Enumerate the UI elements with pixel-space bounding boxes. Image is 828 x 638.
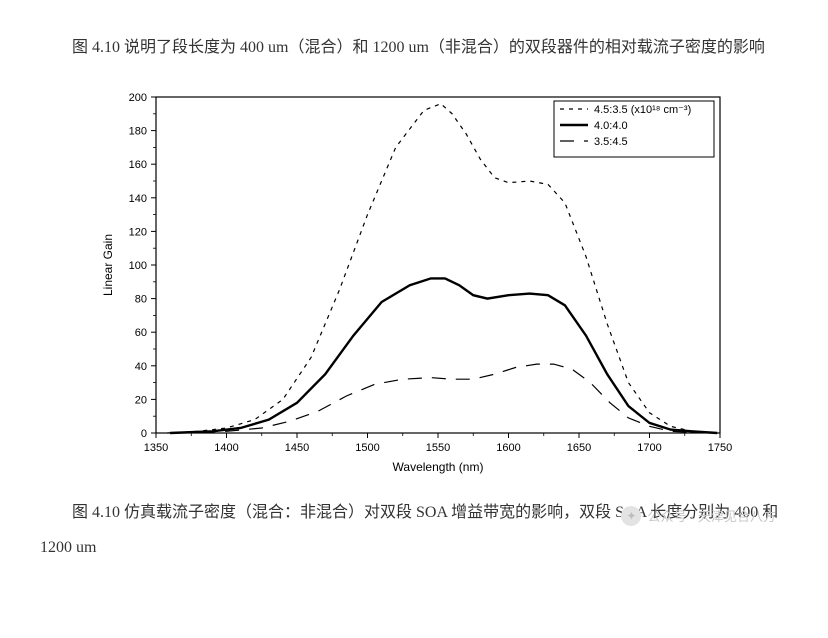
- svg-text:200: 200: [129, 92, 147, 104]
- svg-text:1550: 1550: [426, 442, 450, 454]
- svg-text:20: 20: [135, 395, 147, 407]
- svg-text:60: 60: [135, 327, 147, 339]
- svg-text:4.0:4.0: 4.0:4.0: [594, 120, 628, 132]
- svg-text:4.5:3.5 (x10¹⁸ cm⁻³): 4.5:3.5 (x10¹⁸ cm⁻³): [594, 104, 691, 116]
- svg-text:1450: 1450: [285, 442, 309, 454]
- svg-text:1650: 1650: [567, 442, 591, 454]
- svg-text:1350: 1350: [144, 442, 168, 454]
- svg-text:1600: 1600: [496, 442, 520, 454]
- svg-text:180: 180: [129, 126, 147, 138]
- watermark-label: 公众号 · 天津见合八方: [647, 506, 776, 525]
- svg-text:1700: 1700: [637, 442, 661, 454]
- svg-text:Linear Gain: Linear Gain: [101, 234, 115, 296]
- svg-text:100: 100: [129, 260, 147, 272]
- svg-text:160: 160: [129, 159, 147, 171]
- svg-text:80: 80: [135, 294, 147, 306]
- svg-text:140: 140: [129, 193, 147, 205]
- svg-text:Wavelength (nm): Wavelength (nm): [393, 460, 484, 474]
- wechat-watermark: ✦ 公众号 · 天津见合八方: [621, 506, 776, 526]
- svg-text:120: 120: [129, 227, 147, 239]
- svg-text:1750: 1750: [708, 442, 732, 454]
- svg-text:1500: 1500: [355, 442, 379, 454]
- svg-text:1400: 1400: [214, 442, 238, 454]
- svg-text:3.5:4.5: 3.5:4.5: [594, 136, 628, 148]
- linear-gain-chart: 1350 1400 1450 1500 1550 1600 1650 1700 1750 0 20 4…: [94, 85, 734, 485]
- wechat-icon: ✦: [621, 506, 641, 526]
- svg-text:40: 40: [135, 361, 147, 373]
- intro-paragraph: 图 4.10 说明了段长度为 400 um（混合）和 1200 um（非混合）的…: [40, 30, 788, 65]
- svg-text:0: 0: [141, 428, 147, 440]
